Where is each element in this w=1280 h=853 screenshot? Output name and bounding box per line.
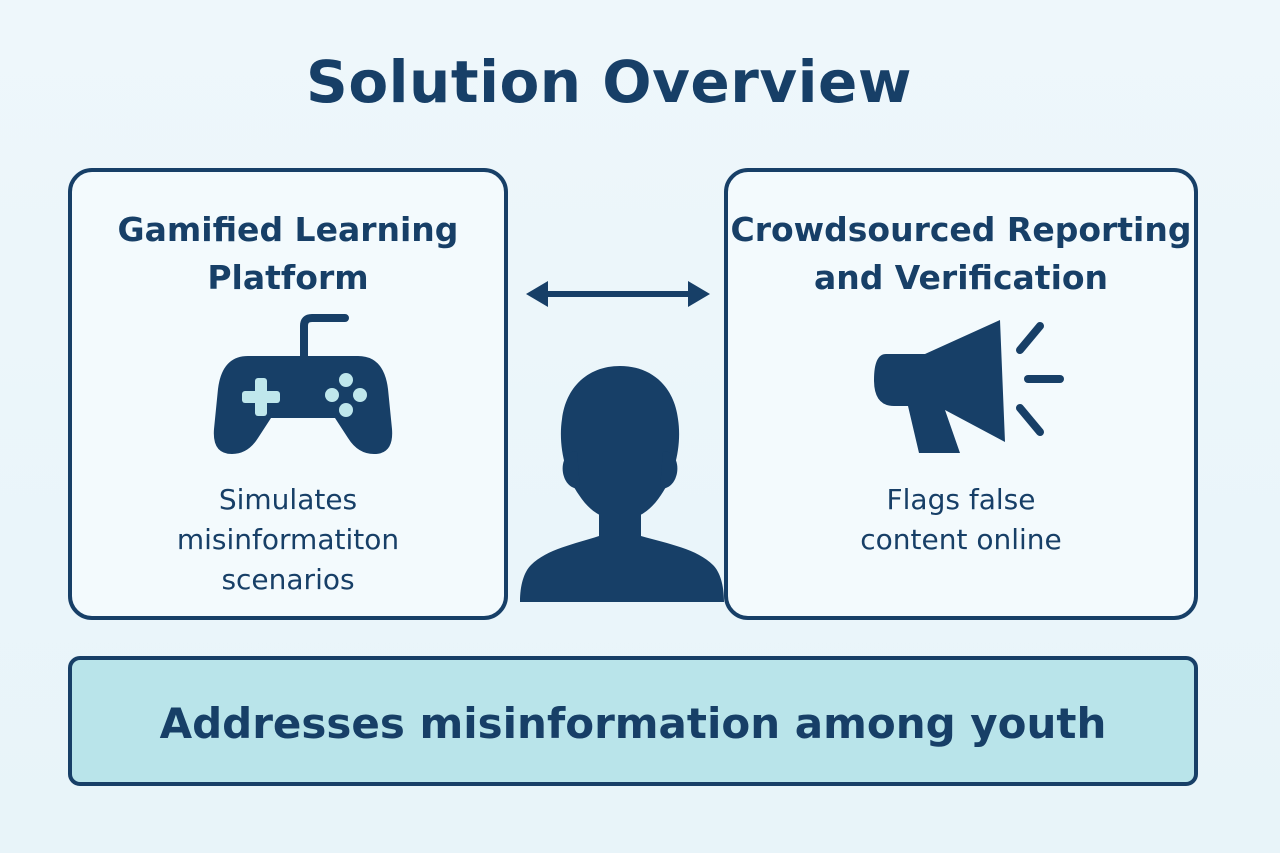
gamepad-icon (212, 312, 394, 462)
gamified-learning-description-line-2: misinformatiton (176, 523, 400, 556)
crowdsourced-reporting-description-line-1: Flags false (886, 483, 1036, 516)
crowdsourced-reporting-title-line-1: Crowdsourced Reporting (730, 210, 1192, 249)
gamified-learning-title-line-1: Gamified Learning (117, 210, 459, 249)
impact-banner: Addresses misinformation among youth (68, 656, 1198, 786)
crowdsourced-reporting-title: Crowdsourced Reporting and Verification (728, 206, 1194, 302)
gamified-learning-description-line-3: scenarios (221, 563, 355, 596)
gamified-learning-card: Gamified Learning Platform Simulates mis… (68, 168, 508, 620)
crowdsourced-reporting-title-line-2: and Verification (813, 258, 1109, 297)
double-arrow-icon (520, 276, 716, 312)
person-silhouette-icon (520, 366, 724, 602)
gamified-learning-description: Simulates misinformatiton scenarios (72, 480, 504, 600)
crowdsourced-reporting-card: Crowdsourced Reporting and Verification … (724, 168, 1198, 620)
page-title: Solution Overview (306, 48, 912, 116)
gamified-learning-description-line-1: Simulates (218, 483, 358, 516)
gamified-learning-title-line-2: Platform (207, 258, 369, 297)
crowdsourced-reporting-description: Flags false content online (728, 480, 1194, 560)
gamified-learning-title: Gamified Learning Platform (72, 206, 504, 302)
megaphone-icon (868, 312, 1068, 462)
impact-banner-text: Addresses misinformation among youth (159, 699, 1107, 748)
crowdsourced-reporting-description-line-2: content online (860, 523, 1062, 556)
